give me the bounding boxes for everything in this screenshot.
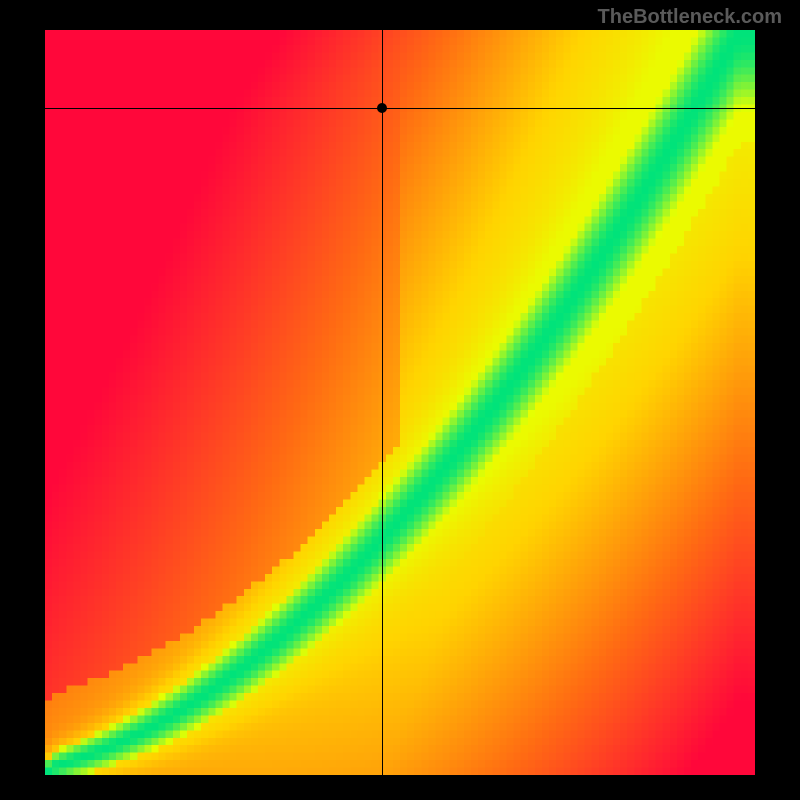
heatmap-plot [45,30,755,775]
crosshair-vertical [382,30,383,775]
marker-dot [377,103,387,113]
watermark-text: TheBottleneck.com [598,6,782,29]
heatmap-canvas [45,30,755,775]
crosshair-horizontal [45,108,755,109]
